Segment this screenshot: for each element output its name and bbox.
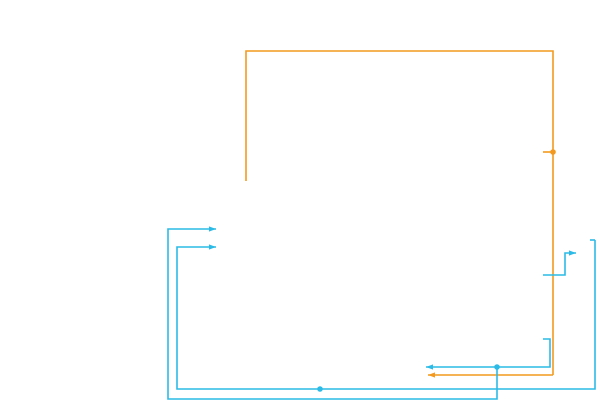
orange-junction: [550, 149, 556, 155]
orange-return-wire-arrowhead: [428, 372, 435, 378]
blue-right-up-wire: [543, 252, 576, 276]
wires-layer: [167, 50, 596, 400]
blue-inner-left-wire-arrowhead: [209, 244, 216, 250]
blue-inner-left-wire: [176, 240, 596, 390]
junctions-layer: [317, 149, 556, 392]
blue-right-up-wire-arrowhead: [569, 250, 576, 256]
blue-bottom-return-wire: [426, 338, 551, 368]
blue-outer-left-wire-arrowhead: [209, 226, 216, 232]
blue-bottom-return-wire-arrowhead: [426, 364, 433, 370]
orange-loop-wire: [245, 50, 554, 375]
blue-junction-bottom: [317, 386, 323, 392]
blue-junction-lower-right: [494, 364, 500, 370]
blue-outer-left-wire: [167, 228, 498, 400]
